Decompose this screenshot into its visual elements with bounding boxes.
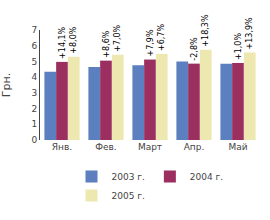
- svg-text:Апр.: Апр.: [184, 142, 205, 152]
- svg-text:-2,8%: -2,8%: [190, 37, 199, 61]
- svg-text:5: 5: [31, 57, 37, 67]
- svg-text:+18,3%: +18,3%: [201, 14, 210, 47]
- svg-text:2003 г.: 2003 г.: [112, 172, 145, 182]
- svg-text:+14,1%: +14,1%: [58, 26, 67, 59]
- svg-text:7: 7: [31, 25, 37, 35]
- svg-text:2005 г.: 2005 г.: [112, 191, 145, 201]
- svg-text:Март: Март: [138, 142, 162, 152]
- svg-text:+6,7%: +6,7%: [157, 24, 166, 51]
- svg-text:2004 г.: 2004 г.: [190, 172, 223, 182]
- svg-text:1: 1: [31, 119, 37, 129]
- svg-text:6: 6: [31, 41, 37, 51]
- svg-text:+8,6%: +8,6%: [102, 30, 111, 57]
- svg-text:0: 0: [31, 135, 37, 145]
- svg-text:+1,0%: +1,0%: [234, 33, 243, 60]
- svg-text:3: 3: [31, 88, 37, 98]
- svg-text:+8,0%: +8,0%: [69, 26, 78, 53]
- svg-text:+7,0%: +7,0%: [113, 24, 122, 51]
- svg-text:+7,9%: +7,9%: [146, 29, 155, 56]
- svg-text:4: 4: [31, 72, 37, 82]
- svg-text:Май: Май: [228, 142, 247, 152]
- svg-text:Янв.: Янв.: [52, 142, 72, 152]
- svg-text:2: 2: [31, 104, 37, 114]
- svg-text:Грн.: Грн.: [0, 73, 13, 97]
- svg-text:Фев.: Фев.: [95, 142, 116, 152]
- svg-text:+13,9%: +13,9%: [245, 17, 254, 50]
